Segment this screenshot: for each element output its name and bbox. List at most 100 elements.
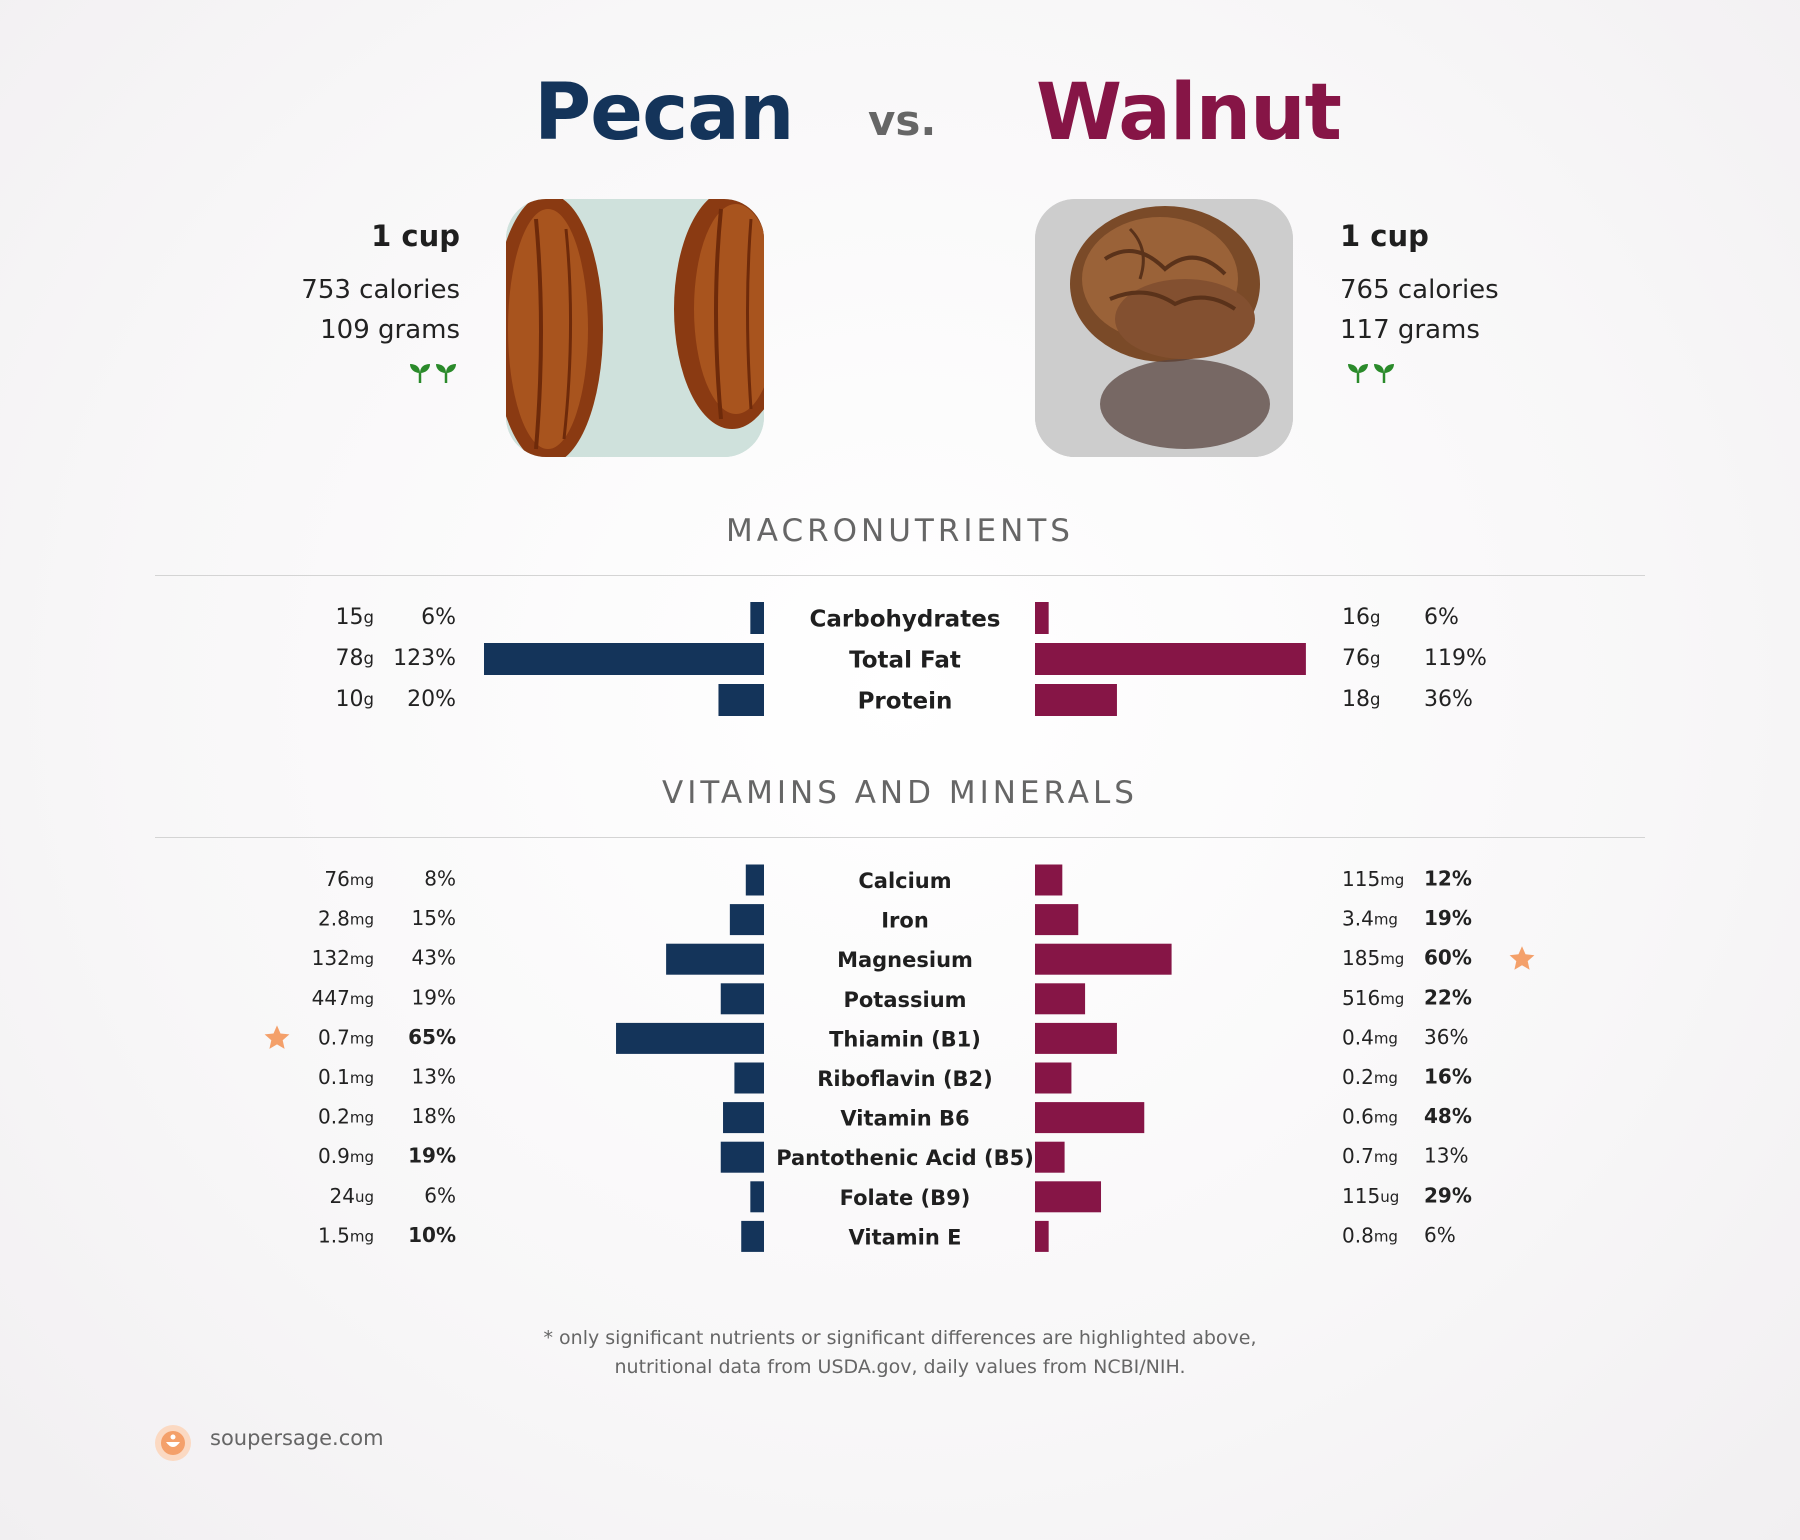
bar-pecan bbox=[616, 1022, 764, 1054]
bar-walnut bbox=[1035, 1062, 1072, 1094]
percent-walnut: 36% bbox=[1424, 687, 1473, 712]
macronutrients-divider bbox=[155, 575, 1645, 576]
footnote-line-1: * only significant nutrients or signific… bbox=[543, 1327, 1257, 1349]
vitamins-divider bbox=[155, 837, 1645, 838]
bar-walnut bbox=[1035, 983, 1086, 1015]
sprout-icon bbox=[1348, 364, 1368, 383]
percent-walnut: 29% bbox=[1424, 1183, 1472, 1207]
amount-walnut: 185mg bbox=[1342, 946, 1404, 970]
bar-walnut bbox=[1035, 1102, 1145, 1134]
food-a-serving: 1 cup bbox=[371, 219, 460, 253]
percent-walnut: 48% bbox=[1424, 1104, 1472, 1128]
bar-pecan bbox=[720, 1141, 764, 1173]
amount-pecan: 10g bbox=[336, 687, 374, 712]
percent-pecan: 65% bbox=[408, 1025, 456, 1049]
amount-pecan: 0.7mg bbox=[318, 1025, 374, 1049]
bar-pecan bbox=[745, 864, 764, 896]
percent-walnut: 22% bbox=[1424, 985, 1472, 1009]
food-b-grams: 117 grams bbox=[1340, 315, 1480, 345]
bar-walnut bbox=[1035, 602, 1049, 634]
bar-walnut bbox=[1035, 943, 1172, 975]
amount-pecan: 78g bbox=[336, 646, 374, 671]
amount-pecan: 0.2mg bbox=[318, 1104, 374, 1128]
category-label: Riboflavin (B2) bbox=[817, 1067, 993, 1091]
amount-pecan: 0.9mg bbox=[318, 1144, 374, 1168]
category-label: Carbohydrates bbox=[810, 607, 1001, 633]
amount-walnut: 0.8mg bbox=[1342, 1223, 1398, 1247]
bar-pecan bbox=[484, 643, 764, 675]
percent-walnut: 6% bbox=[1424, 1223, 1456, 1247]
soupersage-logo-icon bbox=[154, 1424, 192, 1466]
category-label: Calcium bbox=[858, 869, 951, 893]
bar-walnut bbox=[1035, 1141, 1065, 1173]
category-label: Magnesium bbox=[837, 948, 973, 972]
food-a-grams: 109 grams bbox=[320, 315, 460, 345]
food-a-diet-icons bbox=[408, 361, 460, 389]
amount-walnut: 0.4mg bbox=[1342, 1025, 1398, 1049]
bar-pecan bbox=[729, 904, 764, 936]
bar-pecan bbox=[734, 1062, 764, 1094]
bar-walnut bbox=[1035, 904, 1079, 936]
amount-walnut: 76g bbox=[1342, 646, 1380, 671]
macronutrients-heading: MACRONUTRIENTS bbox=[726, 513, 1074, 549]
amount-pecan: 76mg bbox=[324, 867, 374, 891]
percent-pecan: 43% bbox=[412, 946, 456, 970]
bar-walnut bbox=[1035, 643, 1306, 675]
bar-walnut bbox=[1035, 864, 1063, 896]
food-a-title: Pecan bbox=[534, 68, 794, 158]
percent-pecan: 18% bbox=[412, 1104, 456, 1128]
bar-walnut bbox=[1035, 1220, 1049, 1252]
footnote-line-2: nutritional data from USDA.gov, daily va… bbox=[614, 1356, 1186, 1378]
percent-pecan: 15% bbox=[412, 906, 456, 930]
amount-pecan: 1.5mg bbox=[318, 1223, 374, 1247]
amount-walnut: 3.4mg bbox=[1342, 906, 1398, 930]
percent-pecan: 10% bbox=[408, 1223, 456, 1247]
food-b-calories: 765 calories bbox=[1340, 275, 1499, 305]
bar-pecan bbox=[741, 1220, 764, 1252]
percent-pecan: 123% bbox=[393, 646, 456, 671]
food-b-title: Walnut bbox=[1036, 68, 1342, 158]
amount-walnut: 115ug bbox=[1342, 1183, 1399, 1207]
percent-walnut: 16% bbox=[1424, 1065, 1472, 1089]
percent-walnut: 36% bbox=[1424, 1025, 1468, 1049]
category-label: Protein bbox=[858, 689, 953, 715]
amount-pecan: 15g bbox=[336, 605, 374, 630]
percent-walnut: 13% bbox=[1424, 1144, 1468, 1168]
sprout-icon bbox=[410, 364, 430, 383]
bar-pecan bbox=[750, 1181, 764, 1213]
amount-walnut: 0.7mg bbox=[1342, 1144, 1398, 1168]
percent-walnut: 119% bbox=[1424, 646, 1487, 671]
bar-pecan bbox=[718, 684, 764, 716]
food-b-serving: 1 cup bbox=[1340, 219, 1429, 253]
percent-walnut: 12% bbox=[1424, 867, 1472, 891]
amount-pecan: 0.1mg bbox=[318, 1065, 374, 1089]
percent-pecan: 6% bbox=[421, 605, 456, 630]
percent-pecan: 6% bbox=[424, 1183, 456, 1207]
percent-walnut: 60% bbox=[1424, 946, 1472, 970]
bar-pecan bbox=[720, 983, 764, 1015]
bar-walnut bbox=[1035, 1181, 1102, 1213]
amount-walnut: 16g bbox=[1342, 605, 1380, 630]
amount-pecan: 132mg bbox=[312, 946, 374, 970]
category-label: Potassium bbox=[843, 988, 966, 1012]
amount-walnut: 18g bbox=[1342, 687, 1380, 712]
food-b-diet-icons bbox=[1346, 361, 1398, 389]
walnut-photo bbox=[1035, 199, 1293, 457]
food-a-calories: 753 calories bbox=[301, 275, 460, 305]
amount-walnut: 0.2mg bbox=[1342, 1065, 1398, 1089]
amount-walnut: 115mg bbox=[1342, 867, 1404, 891]
amount-pecan: 2.8mg bbox=[318, 906, 374, 930]
percent-pecan: 20% bbox=[407, 687, 456, 712]
star-icon bbox=[264, 1025, 290, 1049]
percent-pecan: 8% bbox=[424, 867, 456, 891]
category-label: Vitamin B6 bbox=[840, 1107, 969, 1131]
sprout-icon bbox=[436, 364, 456, 383]
bar-pecan bbox=[723, 1102, 764, 1134]
vitamins-heading: VITAMINS AND MINERALS bbox=[662, 775, 1138, 811]
vs-label: vs. bbox=[868, 96, 937, 145]
category-label: Thiamin (B1) bbox=[829, 1027, 981, 1051]
category-label: Vitamin E bbox=[849, 1225, 962, 1249]
brand-link[interactable]: soupersage.com bbox=[210, 1426, 384, 1450]
bar-pecan bbox=[750, 602, 764, 634]
